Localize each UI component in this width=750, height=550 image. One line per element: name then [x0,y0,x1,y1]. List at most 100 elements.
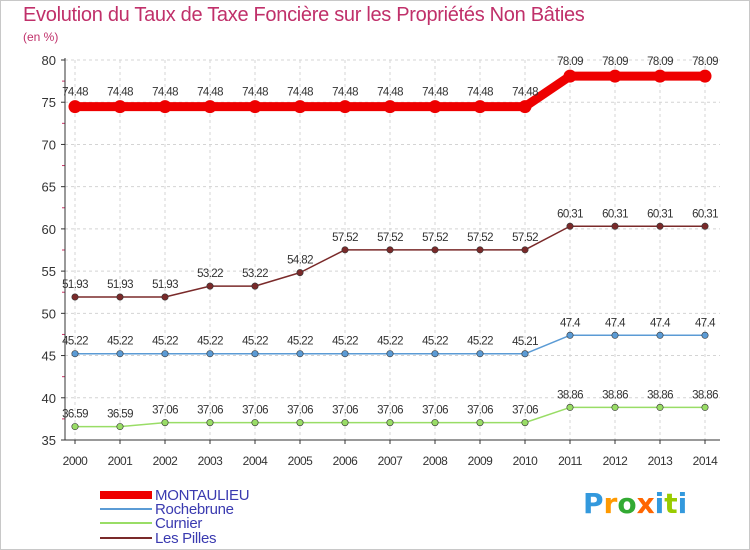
data-point [341,419,349,427]
data-label: 54.82 [287,255,313,267]
y-tick-label: 70 [42,137,56,152]
data-label: 74.48 [242,87,268,99]
data-point [386,419,394,427]
data-point [473,100,487,114]
data-point [656,331,664,339]
data-point [161,419,169,427]
data-point [116,293,124,301]
data-point [428,100,442,114]
data-point [476,350,484,358]
data-point [611,222,619,230]
data-label: 45.21 [512,336,538,348]
data-label: 38.86 [602,389,628,401]
y-tick-label: 65 [42,180,56,195]
data-point [701,331,709,339]
x-tick-label: 2011 [558,454,583,468]
data-point [251,419,259,427]
data-point [296,350,304,358]
data-point [161,350,169,358]
data-point [116,350,124,358]
legend-swatch [100,537,152,539]
y-tick-label: 75 [42,95,56,110]
data-label: 74.48 [377,87,403,99]
x-tick-label: 2006 [333,454,359,468]
data-label: 74.48 [107,87,133,99]
data-point [611,403,619,411]
data-label: 78.09 [692,56,718,68]
data-label: 47.4 [605,317,626,329]
data-point [386,350,394,358]
data-point [701,403,709,411]
data-label: 45.22 [107,336,133,348]
data-point [521,246,529,254]
y-tick-label: 80 [42,53,56,68]
legend-item-rochebrune: Rochebrune [100,501,234,518]
data-label: 45.22 [62,336,88,348]
data-point [206,350,214,358]
data-point [431,419,439,427]
data-label: 45.22 [242,336,268,348]
data-label: 45.22 [377,336,403,348]
data-label: 74.48 [467,87,493,99]
data-label: 37.06 [422,405,448,417]
data-point [521,350,529,358]
data-label: 51.93 [62,279,88,291]
x-tick-label: 2004 [243,454,269,468]
data-label: 47.4 [560,317,581,329]
legend-item-les-pilles: Les Pilles [100,529,217,547]
data-point [611,331,619,339]
data-label: 57.52 [377,232,403,244]
data-point [71,423,79,431]
logo-letter: t [664,487,678,520]
data-label: 45.22 [197,336,223,348]
data-label: 37.06 [152,405,178,417]
data-point [71,350,79,358]
legend-label: Les Pilles [155,529,217,547]
data-point [113,100,127,114]
data-point [476,246,484,254]
data-label: 37.06 [287,405,313,417]
proxiti-logo: Proxiti [583,487,687,520]
legend-label: MONTAULIEU [155,486,250,504]
data-label: 37.06 [467,405,493,417]
data-label: 57.52 [467,232,493,244]
data-label: 45.22 [467,336,493,348]
data-label: 74.48 [197,87,223,99]
logo-letter: i [677,487,688,520]
data-point [566,403,574,411]
data-label: 78.09 [557,56,583,68]
data-label: 60.31 [647,208,673,220]
legend-swatch [100,522,152,524]
data-label: 37.06 [512,405,538,417]
x-tick-label: 2014 [693,454,719,468]
data-point [341,350,349,358]
data-point [566,331,574,339]
data-label: 45.22 [287,336,313,348]
y-tick-label: 55 [42,264,56,279]
x-tick-label: 2002 [153,454,179,468]
data-label: 37.06 [332,405,358,417]
data-point [68,100,82,114]
data-point [251,350,259,358]
data-point [383,100,397,114]
x-tick-label: 2008 [423,454,449,468]
data-label: 38.86 [692,389,718,401]
legend-label: Curnier [155,514,203,532]
data-label: 74.48 [422,87,448,99]
data-label: 47.4 [650,317,671,329]
legend-item-montaulieu: MONTAULIEU [100,486,250,504]
x-tick-label: 2001 [108,454,134,468]
data-point [248,100,262,114]
data-label: 36.59 [62,409,88,421]
legend-item-curnier: Curnier [100,514,203,532]
data-point [431,246,439,254]
y-tick-label: 35 [42,433,56,448]
data-label: 38.86 [557,389,583,401]
logo-letter: x [636,487,655,520]
x-tick-label: 2013 [648,454,674,468]
data-point [563,69,577,83]
data-point [341,246,349,254]
data-point [566,222,574,230]
data-label: 60.31 [692,208,718,220]
data-label: 57.52 [332,232,358,244]
